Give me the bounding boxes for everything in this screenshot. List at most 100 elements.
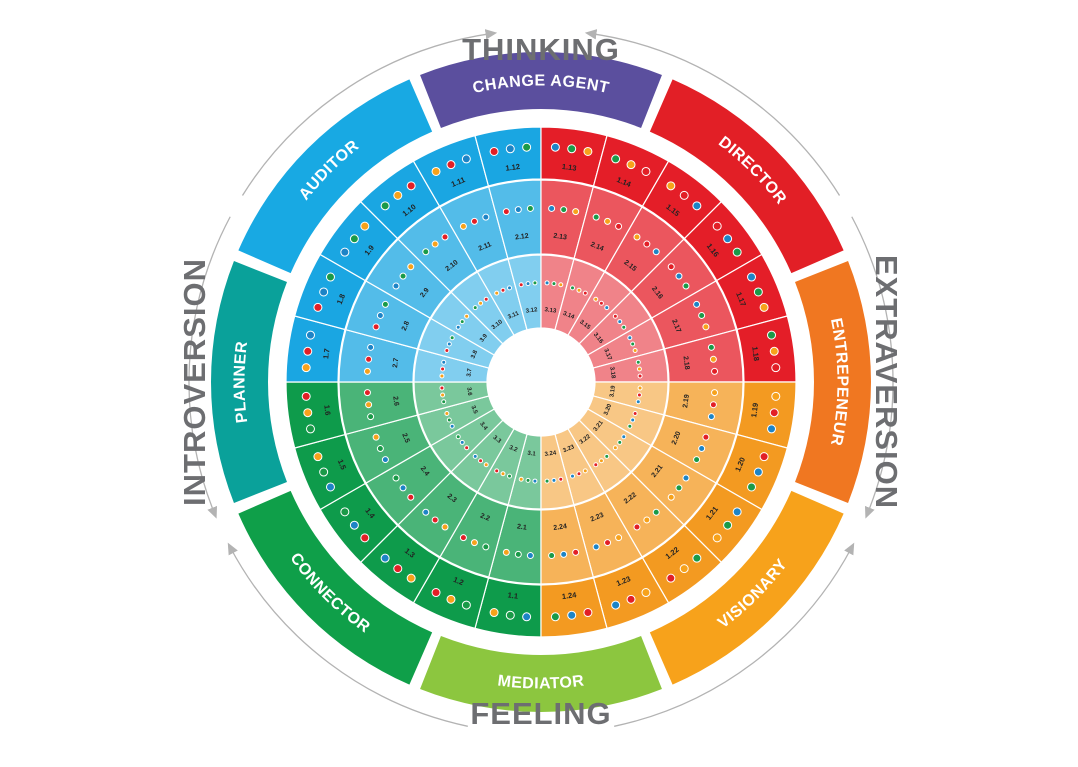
- marker-dot: [707, 343, 715, 351]
- marker-dot: [494, 290, 500, 296]
- segment-label: 2.7: [392, 358, 400, 369]
- marker-dot: [478, 300, 484, 306]
- marker-dot: [771, 391, 781, 401]
- marker-dot: [461, 154, 471, 164]
- marker-dot: [455, 434, 461, 440]
- marker-dot: [550, 612, 560, 622]
- marker-dot: [576, 287, 582, 293]
- marker-dot: [592, 543, 600, 551]
- marker-dot: [406, 181, 416, 191]
- marker-dot: [675, 484, 683, 492]
- marker-dot: [301, 391, 311, 401]
- marker-dot: [630, 417, 636, 423]
- marker-dot: [482, 213, 490, 221]
- marker-dot: [440, 392, 446, 398]
- marker-dot: [753, 467, 763, 477]
- marker-dot: [483, 462, 489, 468]
- segment-cells: 1.11.21.31.41.51.61.71.81.91.101.111.12 1…: [285, 126, 797, 638]
- type-label: PLANNER: [231, 340, 251, 424]
- segment-cell: [540, 433, 575, 510]
- marker-dot: [747, 482, 757, 492]
- marker-dot: [583, 146, 593, 156]
- marker-dot: [652, 248, 660, 256]
- marker-dot: [372, 323, 380, 331]
- type-band-connector: [238, 490, 433, 685]
- type-band-planner: [211, 261, 287, 503]
- marker-dot: [617, 439, 623, 445]
- marker-dot: [636, 366, 642, 372]
- marker-dot: [641, 166, 651, 176]
- segment-label: 2.18: [682, 356, 691, 371]
- marker-dot: [360, 221, 370, 231]
- marker-dot: [392, 474, 400, 482]
- marker-dot: [532, 478, 538, 484]
- marker-dot: [340, 247, 350, 257]
- axis-label-thinking: THINKING: [462, 32, 620, 67]
- marker-dot: [692, 201, 702, 211]
- marker-dot: [632, 410, 638, 416]
- marker-dot: [502, 208, 510, 216]
- marker-dot: [732, 247, 742, 257]
- marker-dot: [360, 533, 370, 543]
- marker-dot: [692, 553, 702, 563]
- segment-label: 3.18: [608, 366, 616, 379]
- segment-label: 3.7: [466, 367, 473, 377]
- marker-dot: [393, 564, 403, 574]
- marker-dot: [472, 453, 478, 459]
- segment-label: 2.17: [670, 318, 682, 333]
- marker-dot: [363, 389, 371, 397]
- marker-dot: [441, 359, 447, 365]
- marker-dot: [582, 290, 588, 296]
- marker-dot: [500, 471, 506, 477]
- type-band-auditor: [238, 79, 433, 274]
- segment-label: 3.1: [527, 451, 537, 458]
- marker-dot: [548, 552, 556, 560]
- marker-dot: [439, 373, 445, 379]
- marker-dot: [621, 324, 627, 330]
- marker-dot: [551, 281, 557, 287]
- marker-dot: [514, 206, 522, 214]
- marker-dot: [526, 204, 534, 212]
- marker-dot: [666, 573, 676, 583]
- marker-dot: [767, 424, 777, 434]
- marker-dot: [340, 507, 350, 517]
- marker-dot: [635, 359, 641, 365]
- marker-dot: [325, 482, 335, 492]
- marker-dot: [446, 160, 456, 170]
- segment-label: 2.3: [446, 493, 458, 505]
- marker-dot: [707, 413, 715, 421]
- marker-dot: [303, 408, 313, 418]
- axis-label-introversion: INTROVERSION: [177, 258, 212, 506]
- marker-dot: [532, 280, 538, 286]
- marker-dot: [489, 608, 499, 618]
- segment-label: 2.19: [682, 394, 691, 409]
- marker-dot: [702, 433, 710, 441]
- marker-dot: [593, 296, 599, 302]
- marker-dot: [569, 473, 575, 479]
- marker-dot: [604, 453, 610, 459]
- type-band-change-agent: [420, 52, 662, 128]
- marker-dot: [627, 423, 633, 429]
- marker-dot: [550, 142, 560, 152]
- segment-label: 3.4: [478, 421, 488, 432]
- marker-dot: [431, 588, 441, 598]
- marker-dot: [444, 410, 450, 416]
- marker-dot: [698, 311, 706, 319]
- marker-dot: [380, 201, 390, 211]
- marker-dot: [711, 367, 719, 375]
- marker-dot: [301, 363, 311, 373]
- marker-dot: [636, 392, 642, 398]
- marker-dot: [422, 248, 430, 256]
- marker-dot: [319, 287, 329, 297]
- marker-dot: [444, 348, 450, 354]
- marker-dot: [399, 484, 407, 492]
- marker-dot: [711, 389, 719, 397]
- segment-label: 3.9: [479, 333, 489, 344]
- marker-dot: [449, 335, 455, 341]
- marker-dot: [525, 477, 531, 483]
- segment-label: 2.8: [401, 320, 411, 332]
- marker-dot: [682, 474, 690, 482]
- marker-dot: [305, 424, 315, 434]
- marker-dot: [472, 305, 478, 311]
- marker-dot: [313, 302, 323, 312]
